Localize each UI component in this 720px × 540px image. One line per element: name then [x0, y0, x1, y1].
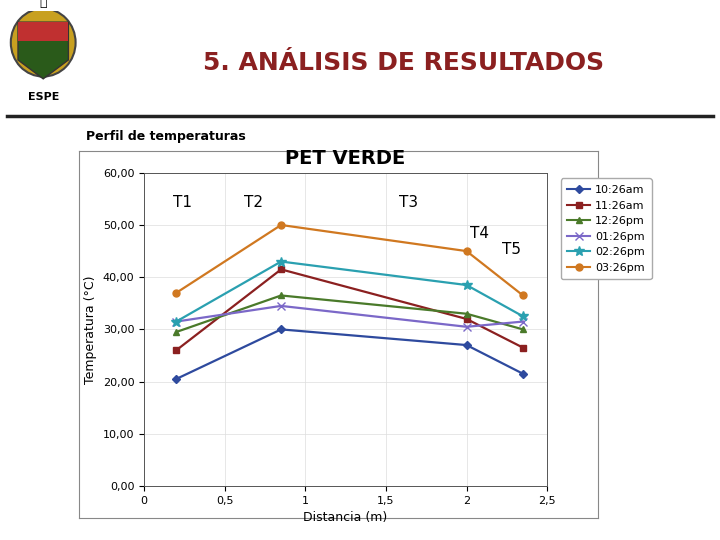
12:26pm [276, 292, 285, 299]
03:26pm [462, 248, 471, 254]
Text: T1: T1 [173, 195, 192, 210]
Text: 🦅: 🦅 [40, 0, 47, 9]
Text: ESPE: ESPE [27, 92, 59, 102]
Legend: 10:26am, 11:26am, 12:26pm, 01:26pm, 02:26pm, 03:26pm: 10:26am, 11:26am, 12:26pm, 01:26pm, 02:2… [561, 178, 652, 280]
Line: 01:26pm: 01:26pm [172, 302, 527, 331]
10:26am [518, 370, 527, 377]
12:26pm [172, 329, 181, 335]
Text: Perfil de temperaturas: Perfil de temperaturas [86, 130, 246, 143]
03:26pm [172, 289, 181, 296]
11:26am [276, 266, 285, 273]
Line: 12:26pm: 12:26pm [173, 292, 526, 335]
10:26am [276, 326, 285, 333]
03:26pm [518, 292, 527, 299]
Text: T4: T4 [469, 226, 489, 241]
Text: T5: T5 [502, 242, 521, 256]
10:26am [172, 376, 181, 382]
Text: T2: T2 [244, 195, 263, 210]
10:26am [462, 342, 471, 348]
11:26am [518, 345, 527, 351]
11:26am [172, 347, 181, 354]
01:26pm [172, 319, 181, 325]
Title: PET VERDE: PET VERDE [285, 150, 406, 168]
01:26pm [518, 319, 527, 325]
02:26pm [462, 282, 471, 288]
Polygon shape [18, 22, 68, 41]
02:26pm [518, 313, 527, 320]
03:26pm [276, 222, 285, 228]
02:26pm [172, 319, 181, 325]
12:26pm [462, 310, 471, 317]
Text: 5. ANÁLISIS DE RESULTADOS: 5. ANÁLISIS DE RESULTADOS [202, 51, 604, 75]
11:26am [462, 316, 471, 322]
01:26pm [462, 323, 471, 330]
02:26pm [276, 258, 285, 265]
12:26pm [518, 326, 527, 333]
Polygon shape [18, 22, 68, 79]
Text: T3: T3 [399, 195, 418, 210]
Line: 03:26pm: 03:26pm [173, 221, 526, 299]
Y-axis label: Temperatura (°C): Temperatura (°C) [84, 275, 97, 383]
Line: 11:26am: 11:26am [174, 267, 526, 353]
01:26pm [276, 302, 285, 309]
X-axis label: Distancia (m): Distancia (m) [303, 511, 388, 524]
Line: 02:26pm: 02:26pm [171, 256, 528, 327]
Circle shape [11, 9, 76, 77]
Line: 10:26am: 10:26am [174, 327, 526, 382]
